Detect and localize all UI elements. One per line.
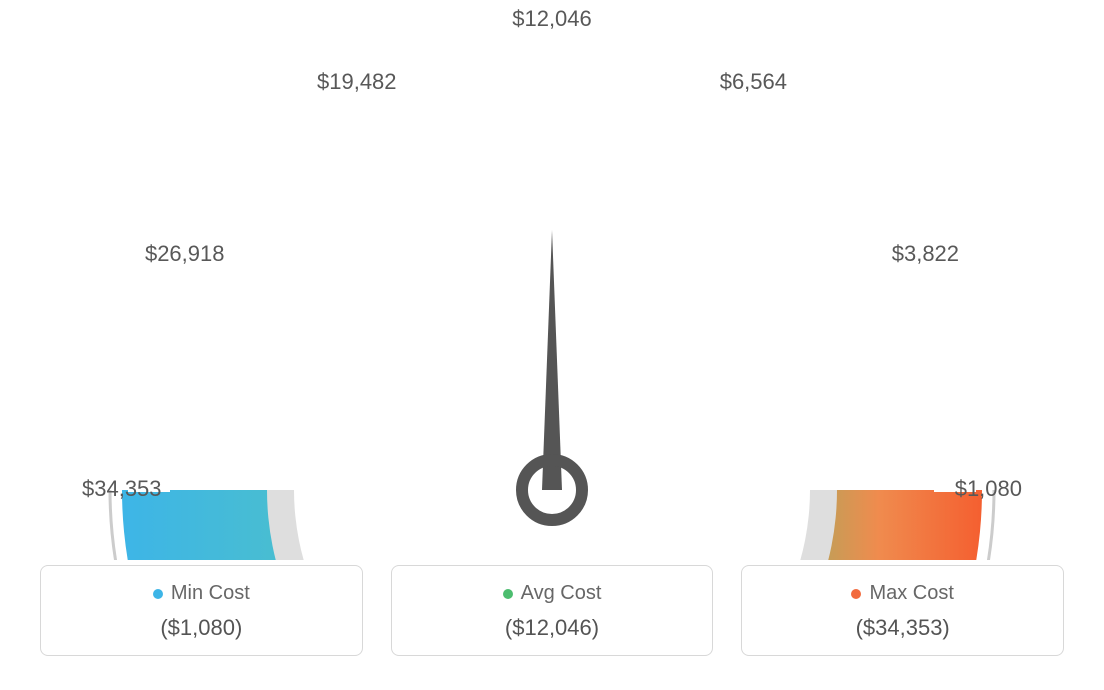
gauge-minor-tick (621, 72, 626, 98)
gauge-tick-label: $1,080 (932, 476, 1022, 502)
avg-cost-title: Avg Cost (404, 582, 701, 605)
min-cost-card: Min Cost ($1,080) (40, 565, 363, 656)
gauge-major-tick (883, 278, 919, 299)
avg-cost-label: Avg Cost (521, 582, 602, 604)
gauge-needle (542, 230, 562, 490)
gauge-area: $1,080 $3,822 $6,564 $12,046 $19,482 $26,918 $… (0, 0, 1104, 560)
gauge-tick-label: $3,822 (869, 241, 959, 267)
max-cost-label: Max Cost (869, 582, 953, 604)
gauge-minor-tick (134, 416, 160, 421)
gauge-minor-tick (944, 416, 970, 421)
max-cost-title: Max Cost (754, 582, 1051, 605)
min-cost-value: ($1,080) (53, 615, 350, 641)
min-cost-title: Min Cost (53, 582, 350, 605)
avg-cost-card: Avg Cost ($12,046) (391, 565, 714, 656)
gauge-minor-tick (227, 217, 247, 234)
gauge-tick-label: $34,353 (82, 476, 162, 502)
avg-cost-bullet (503, 589, 513, 599)
gauge-minor-tick (279, 165, 296, 185)
gauge-chart-root: $1,080 $3,822 $6,564 $12,046 $19,482 $26,918 $… (0, 0, 1104, 690)
gauge-minor-tick (407, 92, 416, 116)
cost-cards-row: Min Cost ($1,080) Avg Cost ($12,046) Max… (40, 565, 1064, 656)
max-cost-value: ($34,353) (754, 615, 1051, 641)
min-cost-bullet (153, 589, 163, 599)
max-cost-bullet (851, 589, 861, 599)
gauge-tick-label: $26,918 (145, 241, 225, 267)
gauge-major-tick (743, 123, 764, 159)
gauge-tick-label: $6,564 (697, 69, 787, 95)
gauge-minor-tick (478, 72, 483, 98)
gauge-tick-label: $19,482 (317, 69, 397, 95)
gauge-minor-tick (857, 217, 877, 234)
gauge-minor-tick (154, 345, 178, 354)
gauge-minor-tick (926, 345, 950, 354)
max-cost-card: Max Cost ($34,353) (741, 565, 1064, 656)
gauge-tick-label: $12,046 (507, 6, 597, 32)
gauge-major-tick (185, 278, 221, 299)
avg-cost-value: ($12,046) (404, 615, 701, 641)
gauge-major-tick (340, 123, 361, 159)
min-cost-label: Min Cost (171, 582, 250, 604)
gauge-minor-tick (688, 92, 697, 116)
gauge-minor-tick (808, 165, 825, 185)
